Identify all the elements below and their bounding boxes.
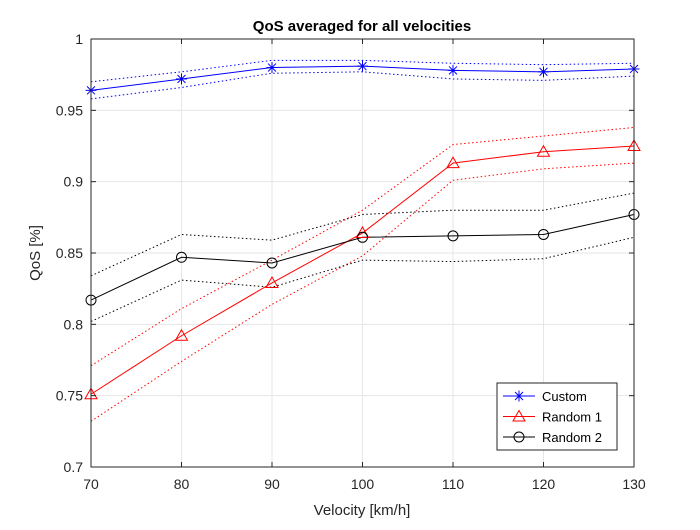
random-1-data-point: [265, 275, 279, 288]
random-1-series-line: [90, 145, 635, 395]
random-1-upper-bound: [90, 126, 635, 367]
random-2-lower-bound: [90, 236, 635, 322]
custom-data-point: [538, 66, 549, 78]
random-2-data-point: [176, 251, 187, 263]
legend-entry-custom: Custom: [503, 389, 587, 404]
grid-lines: [91, 39, 634, 467]
y-tick-label: 0.75: [56, 388, 83, 404]
custom-data-point-stroke: [177, 74, 186, 84]
x-axis-label: Velocity [km/h]: [314, 502, 411, 519]
legend-marker-custom-stroke: [514, 391, 524, 401]
custom-upper-bound: [90, 59, 635, 83]
y-tick-label: 0.7: [64, 459, 84, 475]
custom-data-point: [176, 73, 187, 85]
custom-data-point-stroke: [448, 66, 458, 75]
random-2-data-point: [447, 230, 459, 242]
chart-title: QoS averaged for all velocities: [253, 18, 471, 35]
custom-data-point: [447, 64, 459, 76]
legend-label-random-1: Random 1: [542, 410, 602, 425]
x-tick-label: 80: [174, 476, 190, 492]
legend-entry-random-2: Random 2: [503, 430, 602, 445]
random-2-data-point: [538, 228, 549, 240]
random-1-data-point: [174, 328, 189, 341]
x-tick-label: 130: [622, 476, 646, 492]
y-tick-label: 0.95: [56, 102, 83, 118]
y-tick-label: 1: [75, 31, 83, 47]
custom-data-point: [266, 62, 278, 74]
x-axis-ticks: 70 80 90 100 110 120 130: [83, 39, 646, 492]
custom-data-point-stroke: [267, 63, 277, 72]
y-tick-label: 0.85: [56, 245, 83, 261]
y-tick-label: 0.8: [64, 316, 84, 332]
custom-data-point-stroke: [358, 61, 367, 71]
x-tick-label: 90: [264, 476, 280, 492]
custom-data-point-stroke: [539, 67, 548, 77]
custom-data-point: [357, 60, 368, 72]
x-tick-label: 70: [83, 476, 99, 492]
legend-entries: Custom Random 1 Random 2: [503, 389, 602, 445]
random-1-data-point: [536, 144, 551, 157]
random-1-data-point: [446, 156, 460, 169]
random-2-data-point: [266, 257, 278, 269]
random-1-lower-bound: [90, 162, 635, 422]
legend: Custom Random 1 Random 2: [496, 382, 618, 451]
random-2-data-point: [357, 231, 368, 243]
x-tick-label: 110: [442, 476, 465, 492]
legend-marker-custom: [513, 390, 525, 402]
legend-entry-random-1: Random 1: [503, 409, 602, 425]
x-tick-label: 120: [532, 476, 556, 492]
legend-label-random-2: Random 2: [542, 430, 602, 445]
y-tick-label: 0.9: [64, 174, 84, 190]
confidence-bands: [90, 59, 635, 422]
y-axis-label: QoS [%]: [27, 225, 44, 281]
x-tick-label: 100: [351, 476, 375, 492]
y-axis-ticks: 0.7 0.75 0.8 0.85 0.9 0.95 1: [56, 31, 634, 475]
random-1-data-point: [355, 226, 370, 239]
custom-lower-bound: [90, 71, 635, 100]
legend-marker-random-2: [513, 431, 525, 443]
legend-label-custom: Custom: [542, 389, 587, 404]
random-2-upper-bound: [90, 192, 635, 277]
legend-marker-random-1: [512, 409, 526, 422]
